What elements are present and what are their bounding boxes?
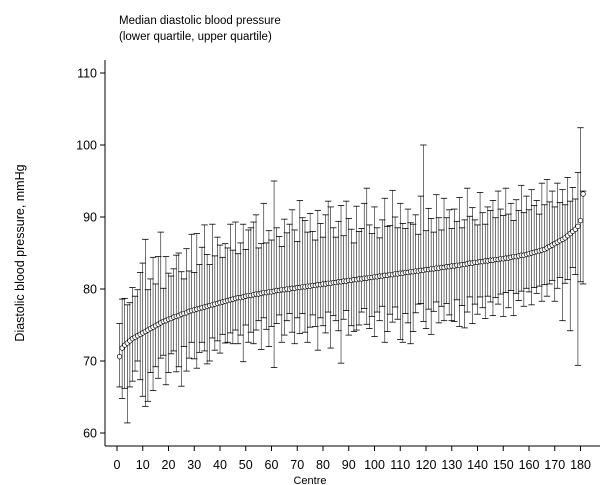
iqr-whiskers (116, 127, 587, 424)
y-tick-label: 80 (83, 283, 97, 297)
x-ticks: 0 10 20 30 40 50 60 70 80 90 100 110 120 130 140 150 160… (114, 446, 591, 472)
x-tick-label: 180 (570, 458, 591, 472)
x-axis-label: Centre (293, 475, 326, 485)
y-tick-label: 100 (76, 139, 97, 153)
y-axis-label: Diastolic blood pressure, mmHg (13, 164, 27, 341)
median-point (580, 191, 586, 197)
chart-title-line-2: (lower quartile, upper quartile) (119, 31, 272, 43)
x-tick-label: 80 (316, 458, 330, 472)
x-tick-label: 60 (265, 458, 279, 472)
median-point (116, 354, 123, 360)
x-tick-label: 10 (136, 458, 150, 472)
x-tick-label: 100 (364, 458, 385, 472)
x-tick-label: 140 (467, 458, 488, 472)
y-tick-label: 90 (83, 211, 97, 225)
y-tick-label: 110 (77, 67, 97, 81)
chart-title-line-1: Median diastolic blood pressure (119, 15, 281, 27)
y-tick-label: 60 (83, 427, 97, 441)
x-tick-label: 90 (342, 458, 356, 472)
x-tick-label: 120 (416, 458, 437, 472)
median-points (116, 191, 586, 360)
median-point (577, 217, 584, 224)
x-tick-label: 0 (114, 458, 121, 472)
x-tick-label: 170 (544, 458, 565, 472)
x-tick-label: 40 (213, 458, 227, 472)
x-tick-label: 130 (441, 458, 462, 472)
x-tick-label: 160 (519, 458, 540, 472)
x-tick-label: 20 (162, 458, 176, 472)
median-point (575, 223, 581, 230)
x-tick-label: 50 (239, 458, 253, 472)
y-tick-label: 70 (83, 355, 97, 369)
x-tick-label: 30 (187, 458, 201, 472)
y-ticks: 60 70 80 90 100 110 (76, 67, 105, 441)
x-tick-label: 110 (390, 458, 410, 472)
x-tick-label: 150 (493, 458, 514, 472)
x-tick-label: 70 (290, 458, 304, 472)
